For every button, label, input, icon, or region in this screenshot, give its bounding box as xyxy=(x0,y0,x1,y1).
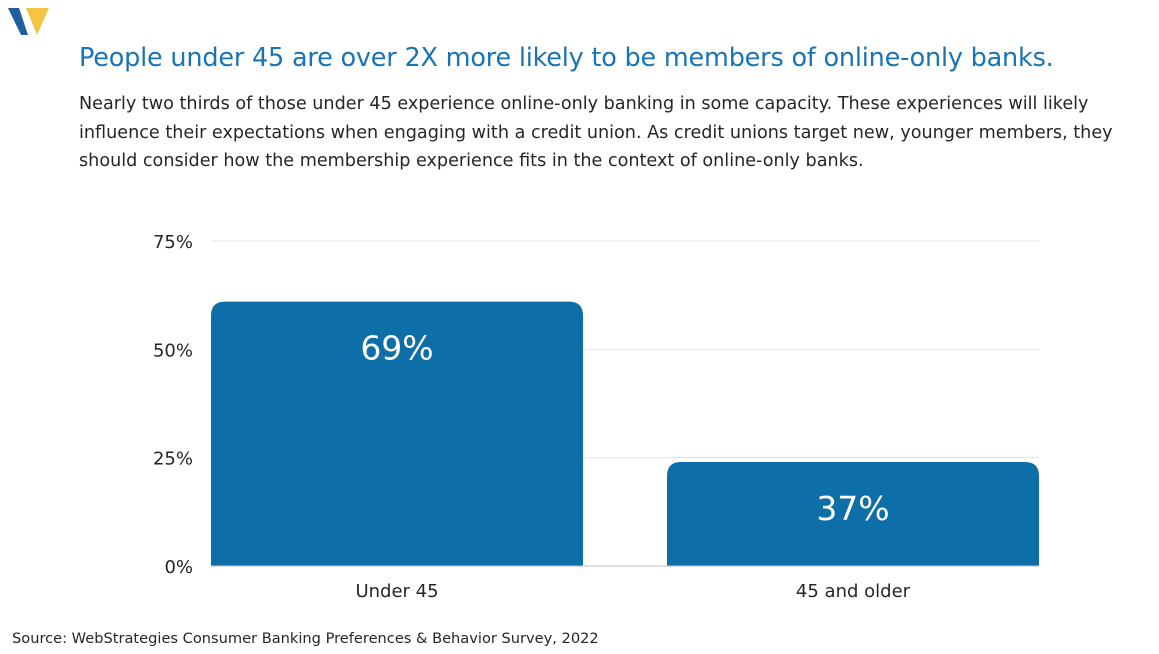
y-tick-label: 0% xyxy=(164,557,193,578)
logo-gold-shape xyxy=(26,8,49,35)
x-tick-label: 45 and older xyxy=(796,581,911,602)
bar-data-label: 69% xyxy=(360,329,433,368)
y-tick-label: 75% xyxy=(153,232,193,253)
x-tick-label: Under 45 xyxy=(355,581,438,602)
logo-blue-shape xyxy=(8,8,28,35)
y-tick-label: 25% xyxy=(153,449,193,470)
chart-title: People under 45 are over 2X more likely … xyxy=(79,43,1054,73)
bar-chart: 0% 25% 50% 75% 69% Under 45 37% 45 and older xyxy=(153,232,1039,602)
bar-45-and-older xyxy=(667,462,1039,566)
source-note: Source: WebStrategies Consumer Banking P… xyxy=(12,630,599,647)
w-logo-icon xyxy=(8,8,49,35)
bar-under-45 xyxy=(211,301,583,566)
chart-subtitle: Nearly two thirds of those under 45 expe… xyxy=(79,94,1113,171)
bar-data-label: 37% xyxy=(816,489,889,528)
y-tick-label: 50% xyxy=(153,340,193,361)
